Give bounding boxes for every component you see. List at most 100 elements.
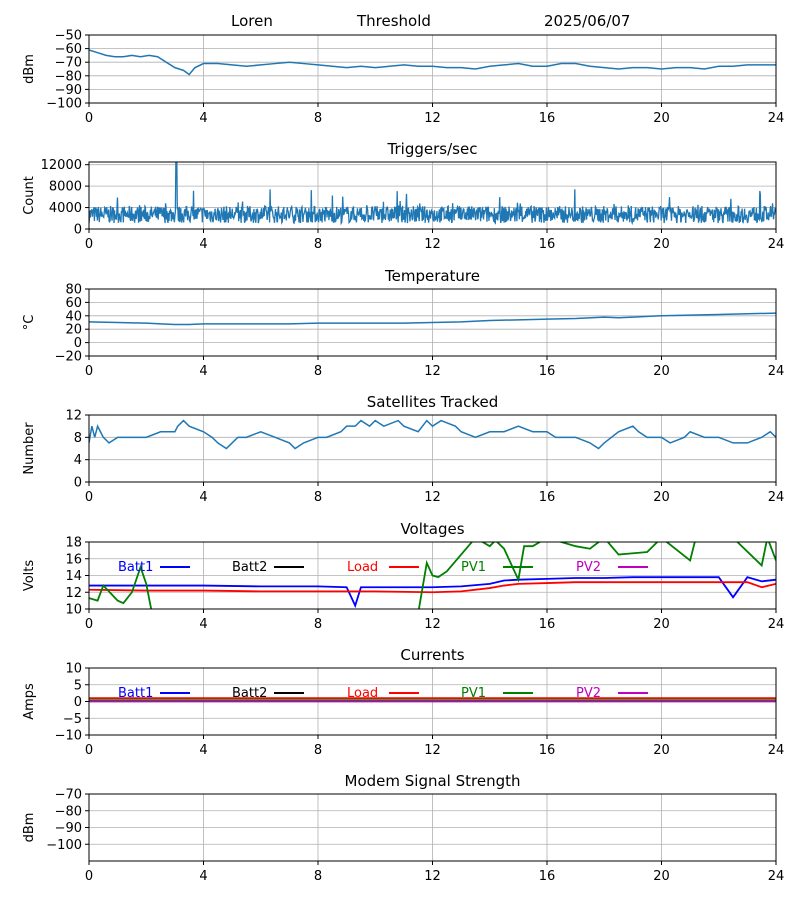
- plot-area: [89, 542, 776, 609]
- y-axis-label: Volts: [22, 560, 37, 592]
- x-tick-label: 12: [424, 869, 441, 884]
- trace-line: [89, 419, 776, 450]
- x-tick-label: 4: [199, 743, 207, 758]
- load-line: [89, 581, 776, 594]
- x-tick-label: 0: [85, 490, 93, 505]
- y-tick-label: 60: [65, 296, 82, 311]
- x-tick-label: 8: [314, 364, 322, 379]
- x-tick-label: 12: [424, 743, 441, 758]
- y-tick-label: −20: [55, 350, 82, 365]
- panel-title: Modem Signal Strength: [345, 772, 521, 790]
- y-tick-label: −80: [55, 804, 82, 819]
- x-tick-label: 16: [539, 869, 556, 884]
- station-name: Loren: [231, 12, 273, 30]
- y-tick-label: −60: [55, 42, 82, 57]
- x-tick-label: 20: [653, 364, 670, 379]
- panel-triggers: 0 4 8 12 16 20 24 0 4000 8000 12000 Triggers/sec Cou…: [22, 140, 784, 252]
- y-tick-label: 80: [65, 283, 82, 298]
- x-tick-label: 16: [539, 111, 556, 126]
- x-tick-label: 16: [539, 617, 556, 632]
- panel-signal: 0 4 8 12 16 20 24 −100−90−80−70−60−50 dBm: [22, 29, 784, 127]
- x-tick-label: 4: [199, 364, 207, 379]
- x-tick-label: 24: [768, 490, 785, 505]
- legend-label-load: Load: [347, 686, 378, 701]
- y-tick-label: 10: [65, 662, 82, 677]
- y-axis-label: Count: [22, 176, 37, 215]
- x-tick-label: 24: [768, 869, 785, 884]
- panel-title: Temperature: [384, 267, 480, 285]
- panel-currents: 0 4 8 12 16 20 24 −10 −5 0 510 Currents Amps Batt1 Bat…: [22, 646, 784, 758]
- y-tick-label: 20: [65, 323, 82, 338]
- trace-line: [89, 49, 776, 76]
- y-axis-label: Number: [22, 422, 37, 475]
- panel-satellites: 0 4 8 12 16 20 24 0 4 8 12 Satellites Tracked Number: [22, 393, 784, 505]
- x-tick-label: 8: [314, 490, 322, 505]
- x-tick-label: 4: [199, 617, 207, 632]
- x-tick-label: 8: [314, 869, 322, 884]
- y-tick-label: −90: [55, 83, 82, 98]
- panel-title: Triggers/sec: [387, 140, 478, 158]
- y-axis-label: Amps: [22, 683, 37, 720]
- x-tick-label: 24: [768, 617, 785, 632]
- y-tick-label: 16: [65, 552, 82, 567]
- trace-line: [89, 312, 776, 326]
- y-tick-label: 8000: [49, 180, 82, 195]
- pv1-line: [89, 542, 776, 609]
- x-tick-label: 4: [199, 111, 207, 126]
- x-tick-label: 24: [768, 237, 785, 252]
- report-date: 2025/06/07: [544, 12, 631, 30]
- x-tick-label: 8: [314, 111, 322, 126]
- y-tick-label: 4000: [49, 201, 82, 216]
- panel-modem: 0 4 8 12 16 20 24 −100 −90 −80−70 Modem Signal Str…: [22, 772, 784, 884]
- y-tick-label: −50: [55, 29, 82, 44]
- y-tick-label: 5: [74, 678, 82, 693]
- y-tick-label: 40: [65, 309, 82, 324]
- y-tick-label: −10: [55, 729, 82, 744]
- x-tick-label: 0: [85, 743, 93, 758]
- x-tick-label: 0: [85, 111, 93, 126]
- y-tick-label: 0: [74, 476, 82, 491]
- legend-label-pv2: PV2: [576, 686, 601, 701]
- legend-label-batt2: Batt2: [232, 560, 267, 575]
- legend-label-pv1: PV1: [461, 560, 486, 575]
- trigger-mode: Threshold: [357, 12, 431, 30]
- x-tick-label: 4: [199, 237, 207, 252]
- plot-area: [89, 697, 776, 703]
- x-tick-label: 20: [653, 490, 670, 505]
- y-tick-label: 0: [74, 223, 82, 238]
- x-tick-label: 20: [653, 237, 670, 252]
- legend-label-batt1: Batt1: [118, 560, 153, 575]
- x-tick-label: 8: [314, 237, 322, 252]
- x-tick-label: 24: [768, 364, 785, 379]
- y-tick-label: 12: [65, 586, 82, 601]
- y-tick-label: −100: [46, 838, 82, 853]
- x-tick-label: 8: [314, 743, 322, 758]
- x-tick-label: 4: [199, 490, 207, 505]
- y-axis-label: dBm: [22, 813, 37, 843]
- y-tick-label: −5: [63, 712, 82, 727]
- x-tick-label: 0: [85, 237, 93, 252]
- y-tick-label: 18: [65, 536, 82, 551]
- y-tick-label: −90: [55, 821, 82, 836]
- y-tick-label: −80: [55, 69, 82, 84]
- panel-title: Voltages: [400, 520, 464, 538]
- plot-area: [89, 162, 776, 226]
- x-tick-label: 20: [653, 743, 670, 758]
- x-tick-label: 0: [85, 364, 93, 379]
- x-tick-label: 16: [539, 237, 556, 252]
- x-tick-label: 12: [424, 111, 441, 126]
- x-tick-label: 20: [653, 617, 670, 632]
- legend-label-pv2: PV2: [576, 560, 601, 575]
- panel-title: Satellites Tracked: [367, 393, 498, 411]
- x-tick-label: 4: [199, 869, 207, 884]
- x-tick-label: 8: [314, 617, 322, 632]
- legend-label-batt2: Batt2: [232, 686, 267, 701]
- legend-label-batt1: Batt1: [118, 686, 153, 701]
- trace-line: [89, 162, 776, 226]
- y-axis-label: dBm: [22, 54, 37, 84]
- y-tick-label: 12000: [41, 158, 82, 173]
- legend-label-load: Load: [347, 560, 378, 575]
- batt1-line: [89, 576, 776, 609]
